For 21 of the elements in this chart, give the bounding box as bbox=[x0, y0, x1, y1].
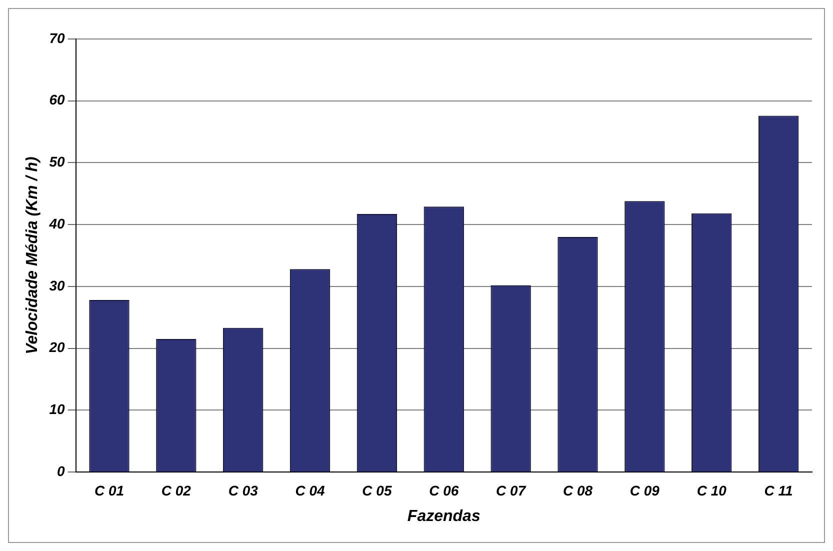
x-tick-label: C 03 bbox=[228, 482, 258, 498]
x-axis-title: Fazendas bbox=[407, 508, 480, 525]
x-tick-label: C 04 bbox=[295, 482, 326, 498]
y-axis-title: Velocidade Média (Km / h) bbox=[24, 156, 42, 354]
x-tick-label: C 08 bbox=[562, 482, 593, 498]
y-tick-label: 70 bbox=[49, 30, 65, 46]
x-tick-label: C 10 bbox=[696, 482, 727, 498]
x-tick-label: C 05 bbox=[362, 482, 392, 498]
x-tick-label: C 02 bbox=[161, 482, 192, 498]
x-tick-label: C 07 bbox=[496, 482, 527, 498]
y-tick-label: 0 bbox=[56, 462, 65, 479]
y-tick-label: 40 bbox=[48, 215, 65, 232]
y-tick-label: 30 bbox=[49, 277, 65, 294]
x-tick-label: C 11 bbox=[764, 482, 794, 498]
x-tick-label: C 09 bbox=[630, 482, 660, 498]
y-tick-label: 50 bbox=[49, 154, 65, 170]
y-tick-label: 10 bbox=[49, 401, 65, 417]
y-tick-label: 20 bbox=[48, 339, 65, 356]
x-tick-label: C 06 bbox=[429, 482, 459, 498]
y-tick-label: 60 bbox=[49, 92, 65, 108]
x-tick-label: C 01 bbox=[94, 482, 124, 498]
